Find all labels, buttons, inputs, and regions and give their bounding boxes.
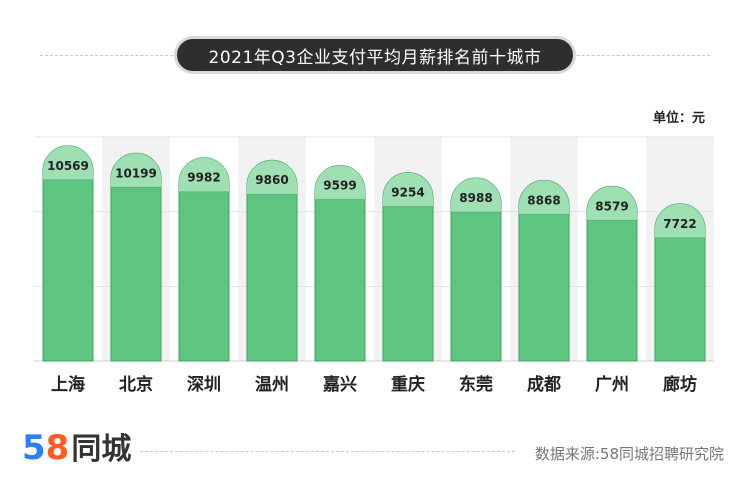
data-label: 9982 — [187, 171, 220, 185]
bar-cap — [519, 180, 569, 215]
bar-cap — [179, 157, 229, 192]
bar-cap — [655, 203, 705, 238]
data-label: 9599 — [323, 179, 356, 193]
bar-cap — [111, 153, 161, 188]
chart-title-text: 2021年Q3企业支付平均月薪排名前十城市 — [208, 47, 542, 68]
x-tick-label: 广州 — [595, 374, 629, 395]
bar-chart: 10569 上海 10199 北京 9982 深圳 9860 温州 9599 嘉兴 9254 重庆 89… — [34, 136, 714, 395]
x-tick-label: 深圳 — [187, 374, 221, 395]
logo-digit-8: 8 — [45, 428, 70, 468]
x-tick-label: 廊坊 — [663, 374, 697, 395]
bar-cap — [315, 165, 365, 200]
bar-cap — [43, 145, 93, 180]
x-tick-label: 上海 — [51, 374, 85, 395]
data-label: 8868 — [527, 193, 560, 207]
data-label: 10569 — [47, 159, 89, 173]
data-label: 9254 — [391, 186, 424, 200]
x-tick-label: 重庆 — [391, 374, 425, 395]
chart-title: 2021年Q3企业支付平均月薪排名前十城市 — [174, 36, 576, 74]
x-tick-label: 嘉兴 — [322, 374, 357, 395]
data-source: 数据来源:58同城招聘研究院 — [534, 445, 724, 463]
brand-logo: 5 8 同城 — [22, 428, 131, 468]
bar-cap — [451, 177, 501, 212]
data-label: 8579 — [595, 199, 628, 213]
logo-digit-5: 5 — [22, 428, 46, 468]
x-tick-label: 温州 — [255, 375, 289, 395]
unit-label: 单位：元 — [652, 111, 705, 126]
x-tick-label: 东莞 — [459, 374, 493, 395]
x-tick-label: 北京 — [119, 374, 153, 395]
logo-text: 同城 — [71, 432, 132, 467]
bar-cap — [247, 160, 297, 195]
footer-divider — [140, 451, 515, 452]
data-label: 7722 — [663, 217, 696, 231]
data-label: 9860 — [255, 173, 288, 187]
bar-cap — [383, 172, 433, 207]
data-label: 10199 — [115, 166, 157, 180]
data-label: 8988 — [459, 191, 492, 205]
x-tick-label: 成都 — [527, 374, 561, 395]
bar-cap — [587, 186, 637, 221]
